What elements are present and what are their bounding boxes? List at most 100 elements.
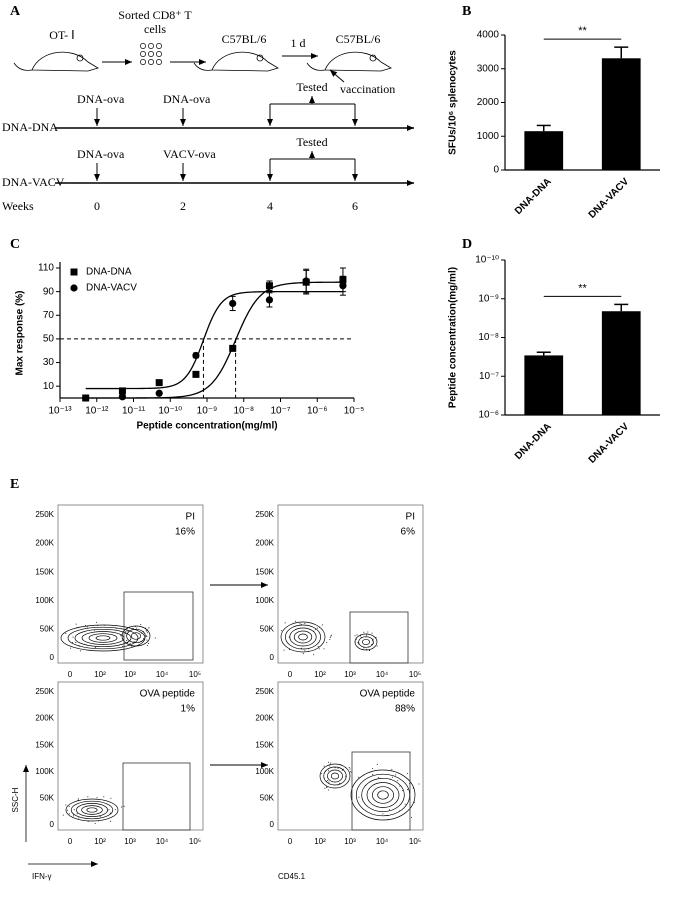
contour [81,805,103,815]
x-tick-label: 10³ [344,837,356,846]
contour [298,633,308,641]
y-tick-label: 110 [38,263,54,274]
y-tick-label: 0 [270,820,275,829]
week-number: 4 [267,199,273,213]
x-axis-label: Peptide concentration(mg/ml) [136,421,277,432]
x-tick-label: 10⁻¹² [85,406,109,417]
x-tick-label: 10⁻⁹ [197,406,218,417]
contour [361,777,405,813]
point [118,387,126,395]
event-dot [367,631,369,633]
event-dot [329,636,331,638]
event-dot [378,777,380,779]
event-dot [418,783,420,785]
y-tick-label: 1000 [477,131,500,142]
event-dot [337,767,339,769]
event-dot [358,796,360,798]
event-dot [334,767,336,769]
event-dot [146,630,148,632]
cell [148,43,154,49]
contour [371,786,395,804]
cell [148,59,154,65]
cell [140,51,146,57]
event-dot [391,776,393,778]
gate-label: OVA peptide [140,689,196,700]
cell [140,59,146,65]
mouse [31,51,99,72]
event-dot [120,635,122,637]
event-dot [142,638,144,640]
event-dot [404,803,406,805]
event-dot [127,642,129,644]
x-tick-label: 10⁵ [409,670,421,679]
mouse-ear [256,54,264,62]
bar [524,131,564,170]
event-dot [62,814,64,816]
gate-percent: 88% [395,704,415,715]
y-tick-label: 10⁻⁷ [479,371,499,382]
contour [293,630,313,644]
event-dot [349,771,351,773]
event-dot [399,785,401,787]
y-tick-label: 0 [50,820,55,829]
event-dot [313,654,315,656]
event-dot [357,642,359,644]
y-tick-label: 100K [255,596,274,605]
contour [285,624,321,650]
event-dot [123,805,125,807]
event-dot [321,773,323,775]
significance-label: ** [578,282,587,294]
event-dot [68,805,70,807]
y-tick-label: 250K [255,510,274,519]
mouse-ear [369,54,377,62]
event-dot [146,632,148,634]
x-axis-label: CD45.1 [278,872,306,881]
event-dot [284,622,286,624]
y-tick-label: 100K [255,767,274,776]
legend-label: DNA-DNA [86,267,132,278]
donor-label: OT- Ⅰ [49,28,74,42]
event-dot [323,648,325,650]
event-dot [110,797,112,799]
event-dot [316,627,318,629]
point [82,394,90,402]
contour [70,800,114,820]
event-dot [402,790,404,792]
gate-percent: 16% [175,527,195,538]
event-dot [148,643,150,645]
week-number: 0 [94,199,100,213]
y-tick-label: 90 [43,286,55,297]
point [339,282,347,290]
event-dot [87,796,89,798]
x-tick-label: 10⁵ [189,670,201,679]
legend-marker [70,284,78,292]
event-dot [322,624,324,626]
point [155,379,163,387]
fit-curve [85,290,343,390]
legend-marker [70,268,78,276]
arrow [329,69,345,83]
event-dot [129,643,131,645]
x-tick-label: 10³ [124,670,136,679]
event-dot [318,648,320,650]
recipient-label: C57BL/6 [336,32,381,46]
x-tick-label: 10⁻⁸ [233,406,254,417]
event-dot [323,765,325,767]
point [229,344,237,352]
gate-percent: 1% [181,704,196,715]
x-tick-label: 10³ [344,670,356,679]
y-tick-label: 70 [43,310,55,321]
event-dot [349,768,351,770]
event-dot [299,623,301,625]
event-dot [132,628,134,630]
x-tick-label: 10⁻¹¹ [122,406,146,417]
legend-label: DNA-VACV [86,283,137,294]
y-axis-label: Max response (%) [15,290,26,375]
y-tick-label: 10⁻⁹ [478,293,499,304]
bar [601,58,641,170]
event-dot [114,809,116,811]
event-dot [372,638,374,640]
row-label: DNA-VACV [2,175,65,189]
event-dot [283,649,285,651]
